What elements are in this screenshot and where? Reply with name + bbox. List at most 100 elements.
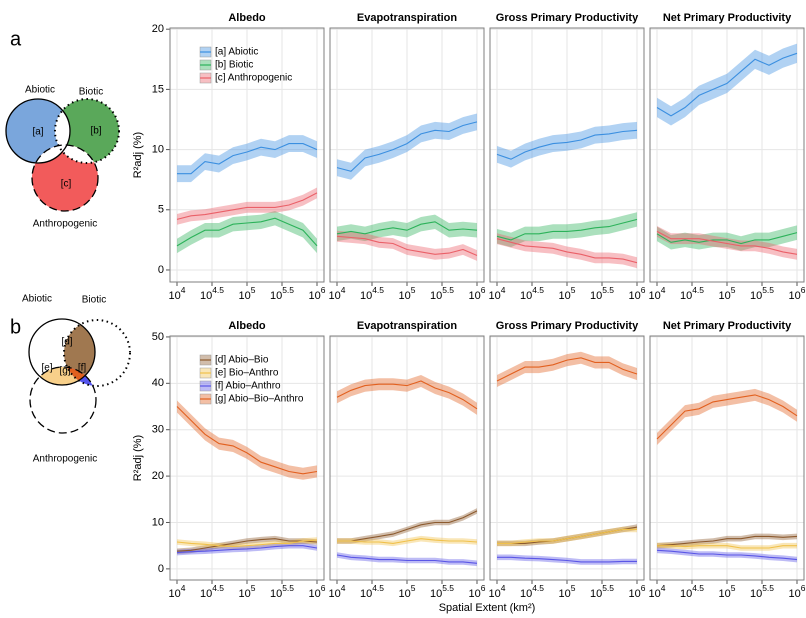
panel-title: Gross Primary Productivity: [496, 12, 639, 24]
legend-label: [b] Biotic: [215, 60, 253, 71]
venn-outline: [63, 319, 131, 387]
series-line: [177, 143, 318, 175]
venn-overlap: [32, 145, 70, 163]
series-line: [656, 394, 798, 440]
error-band: [657, 542, 797, 551]
venn-outline: [28, 318, 96, 386]
series-line: [336, 221, 478, 235]
series-line: [336, 554, 478, 564]
venn-outline: [31, 144, 99, 212]
error-band: [657, 226, 797, 260]
y-tick-label: 40: [152, 377, 164, 389]
series-line: [176, 406, 318, 475]
error-band: [337, 552, 477, 567]
legend-label: [f] Abio–Anthro: [215, 381, 281, 392]
series-line: [176, 539, 318, 548]
y-axis-label: R²adj (%): [132, 132, 144, 178]
series-line: [656, 549, 798, 561]
series-line: [656, 52, 798, 117]
panel-border: [169, 27, 325, 283]
series-line: [336, 380, 478, 410]
venn-overlap: [55, 145, 98, 163]
panel-letter: a: [10, 28, 22, 50]
y-tick-label: 20: [152, 470, 164, 482]
panel-border: [169, 335, 325, 581]
series-line: [336, 235, 478, 257]
series-line: [176, 538, 318, 552]
error-band: [177, 400, 317, 480]
venn-region-label: [a]: [32, 127, 43, 138]
series-line: [656, 230, 798, 255]
series-line: [657, 545, 797, 549]
panel-title: Albedo: [228, 12, 266, 24]
venn-region-label: [g]: [59, 366, 70, 377]
venn-outline: [29, 366, 97, 434]
panel-title: Albedo: [228, 320, 266, 332]
y-tick-label: 10: [152, 143, 164, 155]
error-band: [497, 121, 637, 168]
error-band: [337, 508, 477, 544]
y-tick-label: 20: [152, 23, 164, 35]
error-band: [657, 388, 797, 445]
y-axis-label: R²adj (%): [132, 435, 144, 481]
venn-region-label: [e]: [41, 363, 52, 374]
legend-label: [g] Abio–Bio–Anthro: [215, 394, 304, 405]
panel-border: [329, 335, 485, 581]
panel-border: [489, 335, 645, 581]
venn-outline: [5, 98, 71, 164]
y-tick-label: 0: [158, 264, 164, 276]
legend-label: [c] Anthropogenic: [215, 73, 292, 84]
error-band: [657, 43, 797, 126]
series-line: [497, 556, 637, 563]
venn-set-label: Abiotic: [25, 85, 55, 96]
venn-region-label: [f]: [78, 363, 87, 374]
series-line: [176, 192, 318, 220]
panel-border: [649, 27, 805, 283]
series-line: [496, 129, 638, 160]
series-line: [656, 535, 798, 547]
legend-label: [d] Abio–Bio: [215, 355, 269, 366]
y-tick-label: 10: [152, 516, 164, 528]
error-band: [177, 535, 317, 554]
panel-border: [489, 27, 645, 283]
panel-border: [329, 27, 485, 283]
error-band: [497, 212, 637, 248]
venn-set-label: Biotic: [82, 295, 106, 306]
venn-region-label: [d]: [61, 337, 72, 348]
venn-set-label: Abiotic: [22, 294, 52, 305]
series-line: [176, 217, 318, 247]
y-tick-label: 15: [152, 83, 164, 95]
series-line: [176, 545, 318, 554]
panel-title: Net Primary Productivity: [663, 320, 792, 332]
series-line: [337, 538, 478, 544]
series-line: [336, 121, 478, 172]
venn-region-label: [b]: [90, 126, 101, 137]
venn-set-label: Biotic: [79, 87, 103, 98]
venn-a: Abiotic Biotic Anthropogenic [a] [b] [c]: [5, 85, 120, 230]
panel-title: Gross Primary Productivity: [496, 320, 639, 332]
error-band: [657, 533, 797, 549]
error-band: [497, 524, 637, 547]
panel-title: Net Primary Productivity: [663, 12, 792, 24]
venn-fill: [64, 320, 95, 385]
series-line: [497, 528, 637, 544]
error-band: [497, 351, 637, 387]
x-axis-label: Spatial Extent (km²): [439, 602, 536, 614]
series-line: [496, 218, 638, 241]
legend-label: [a] Abiotic: [215, 47, 258, 58]
venn-set-label: Anthropogenic: [33, 219, 98, 230]
error-band: [337, 214, 477, 242]
venn-region-label: [c]: [61, 179, 72, 190]
y-tick-label: 30: [152, 424, 164, 436]
venn-set-label: Anthropogenic: [33, 454, 98, 465]
legend-label: [e] Bio–Anthro: [215, 368, 279, 379]
panel-title: Evapotranspiration: [357, 12, 458, 24]
error-band: [497, 233, 637, 269]
series-line: [496, 238, 638, 264]
panel-border: [649, 335, 805, 581]
panel-title: Evapotranspiration: [357, 320, 458, 332]
error-band: [177, 187, 317, 225]
series-line: [496, 357, 638, 382]
y-tick-label: 5: [158, 204, 164, 216]
